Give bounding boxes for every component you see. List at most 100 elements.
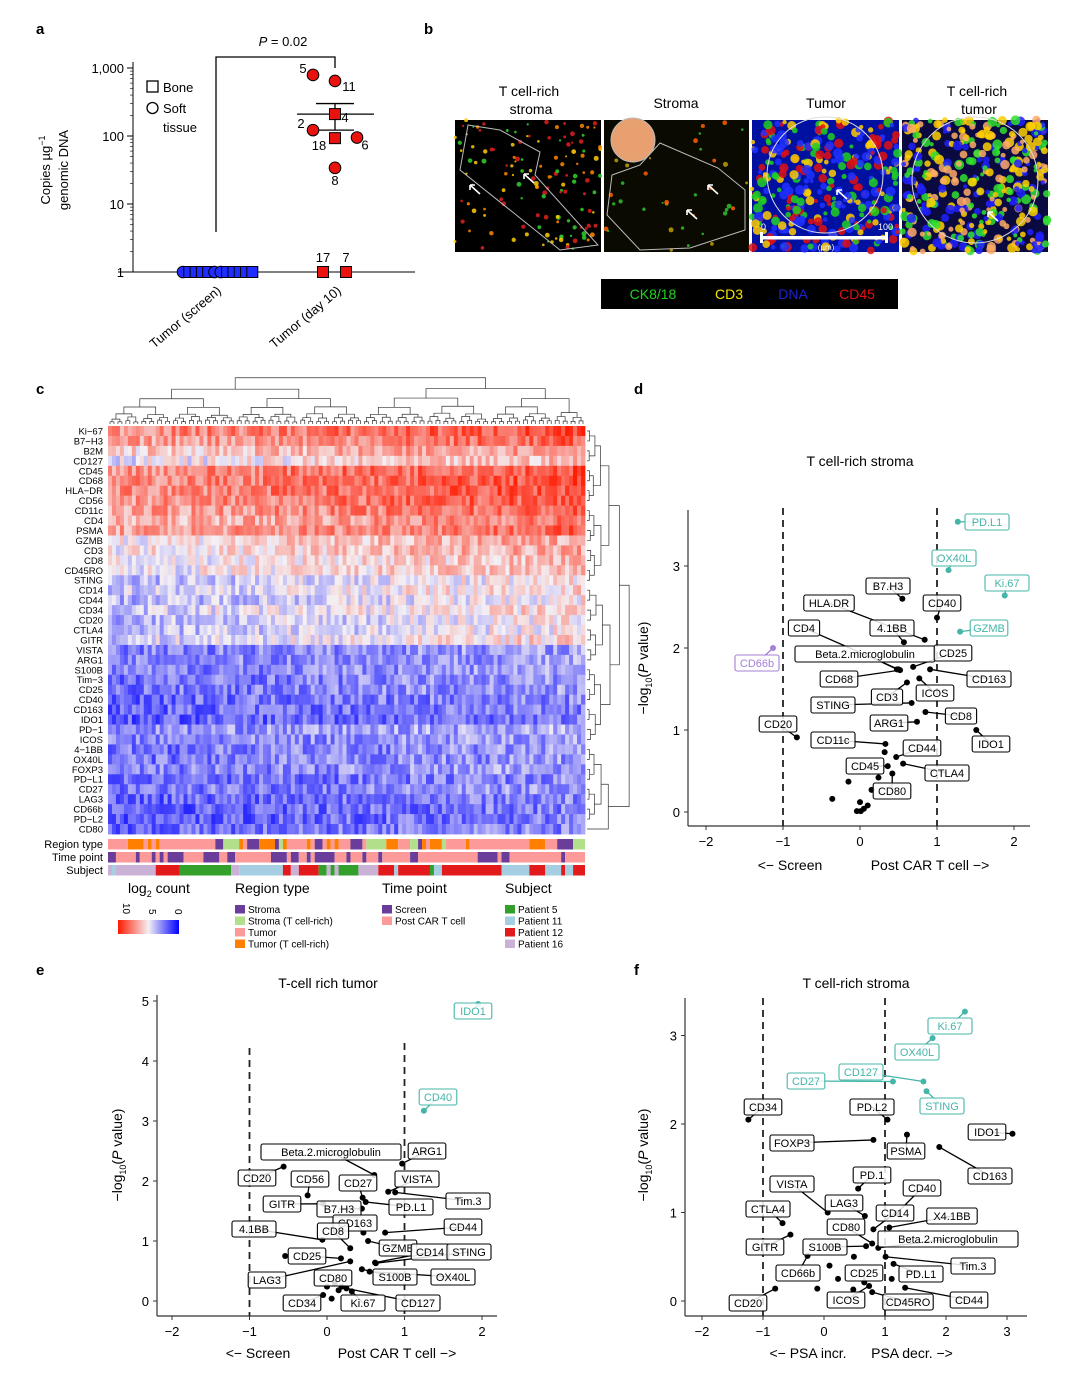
heatmap-cell	[358, 565, 363, 576]
heatmap-cell	[123, 644, 129, 656]
heatmap-cell	[199, 515, 204, 526]
heatmap-cell	[453, 426, 459, 437]
heatmap-cell	[255, 734, 260, 745]
heatmap-cell	[131, 664, 137, 676]
scale-bar	[760, 236, 888, 240]
heatmap-cell	[187, 664, 192, 676]
heatmap-cell	[310, 475, 316, 487]
heatmap-cell	[545, 704, 550, 715]
heatmap-cell	[111, 535, 117, 546]
heatmap-cell	[489, 445, 494, 457]
heatmap-cell	[457, 465, 463, 477]
heatmap-cell	[211, 535, 216, 546]
heatmap-cell	[155, 585, 161, 596]
cell-mark	[505, 164, 509, 167]
heatmap-cell	[111, 475, 117, 487]
heatmap-cell	[569, 515, 574, 526]
cell-mark	[883, 140, 893, 150]
heatmap-cell	[477, 435, 483, 447]
heatmap-cell	[569, 724, 574, 735]
cell-mark	[807, 218, 815, 225]
heatmap-cell	[461, 605, 467, 616]
heatmap-cell	[457, 585, 463, 596]
cell-mark	[949, 169, 958, 178]
heatmap-cell	[410, 694, 415, 706]
heatmap-cell	[274, 694, 280, 706]
heatmap-cell	[338, 644, 343, 656]
heatmap-cell	[127, 714, 133, 725]
heatmap-cell	[481, 535, 487, 546]
cell-mark	[849, 157, 859, 166]
cell-mark	[989, 196, 995, 202]
heatmap-cell	[553, 704, 558, 715]
heatmap-cell	[386, 445, 391, 457]
heatmap-cell	[473, 565, 479, 576]
heatmap-cell	[513, 694, 518, 706]
cell-mark	[803, 184, 809, 190]
heatmap-cell	[127, 615, 133, 626]
heatmap-cell	[131, 585, 137, 596]
heatmap-cell	[557, 664, 562, 676]
heatmap-cell	[342, 426, 347, 437]
heatmap-cell	[302, 435, 308, 447]
heatmap-cell	[350, 595, 355, 606]
heatmap-cell	[215, 615, 220, 626]
heatmap-cell	[549, 485, 554, 497]
heatmap-cell	[497, 475, 502, 487]
heatmap-cell	[545, 575, 550, 586]
row-label: CD20	[79, 616, 103, 627]
heatmap-cell	[449, 744, 455, 755]
heatmap-cell	[354, 644, 359, 656]
cell-mark	[807, 243, 814, 250]
heatmap-cell	[505, 545, 510, 556]
heatmap-cell	[127, 724, 133, 735]
heatmap-cell	[553, 595, 558, 606]
cell-mark	[967, 231, 975, 239]
cell-mark	[920, 206, 926, 212]
heatmap-cell	[497, 505, 502, 516]
heatmap-cell	[119, 495, 125, 507]
heatmap-cell	[485, 674, 490, 686]
heatmap-cell	[362, 435, 367, 447]
heatmap-cell	[314, 714, 320, 725]
heatmap-cell	[346, 575, 351, 586]
heatmap-cell	[529, 654, 534, 666]
heatmap-cell	[501, 615, 506, 626]
heatmap-cell	[274, 664, 280, 676]
heatmap-cell	[123, 545, 129, 556]
heatmap-cell	[171, 585, 176, 596]
heatmap-cell	[171, 654, 176, 666]
heatmap-cell	[497, 684, 502, 696]
heatmap-cell	[501, 565, 506, 576]
heatmap-cell	[445, 555, 451, 566]
heatmap-cell	[155, 714, 161, 725]
heatmap-cell	[127, 595, 133, 606]
heatmap-cell	[255, 515, 260, 526]
heatmap-cell	[533, 744, 538, 755]
heatmap-cell	[394, 515, 399, 526]
heatmap-cell	[159, 485, 165, 497]
heatmap-cell	[227, 654, 232, 666]
heatmap-cell	[155, 674, 161, 686]
heatmap-cell	[235, 625, 240, 636]
heatmap-cell	[525, 525, 530, 536]
heatmap-cell	[219, 505, 224, 516]
heatmap-cell	[219, 654, 224, 666]
heatmap-cell	[382, 634, 387, 646]
heatmap-cell	[358, 714, 363, 725]
heatmap-cell	[493, 634, 498, 646]
heatmap-cell	[163, 694, 169, 706]
heatmap-cell	[453, 664, 459, 676]
heatmap-cell	[247, 455, 252, 467]
heatmap-cell	[211, 445, 216, 457]
heatmap-cell	[473, 445, 479, 457]
heatmap-cell	[111, 704, 117, 715]
heatmap-cell	[350, 455, 355, 467]
heatmap-cell	[346, 585, 351, 596]
heatmap-cell	[195, 475, 200, 487]
heatmap-cell	[557, 445, 562, 457]
heatmap-cell	[525, 625, 530, 636]
heatmap-cell	[429, 545, 435, 556]
point-label: 2	[297, 116, 304, 131]
heatmap-cell	[282, 555, 288, 566]
